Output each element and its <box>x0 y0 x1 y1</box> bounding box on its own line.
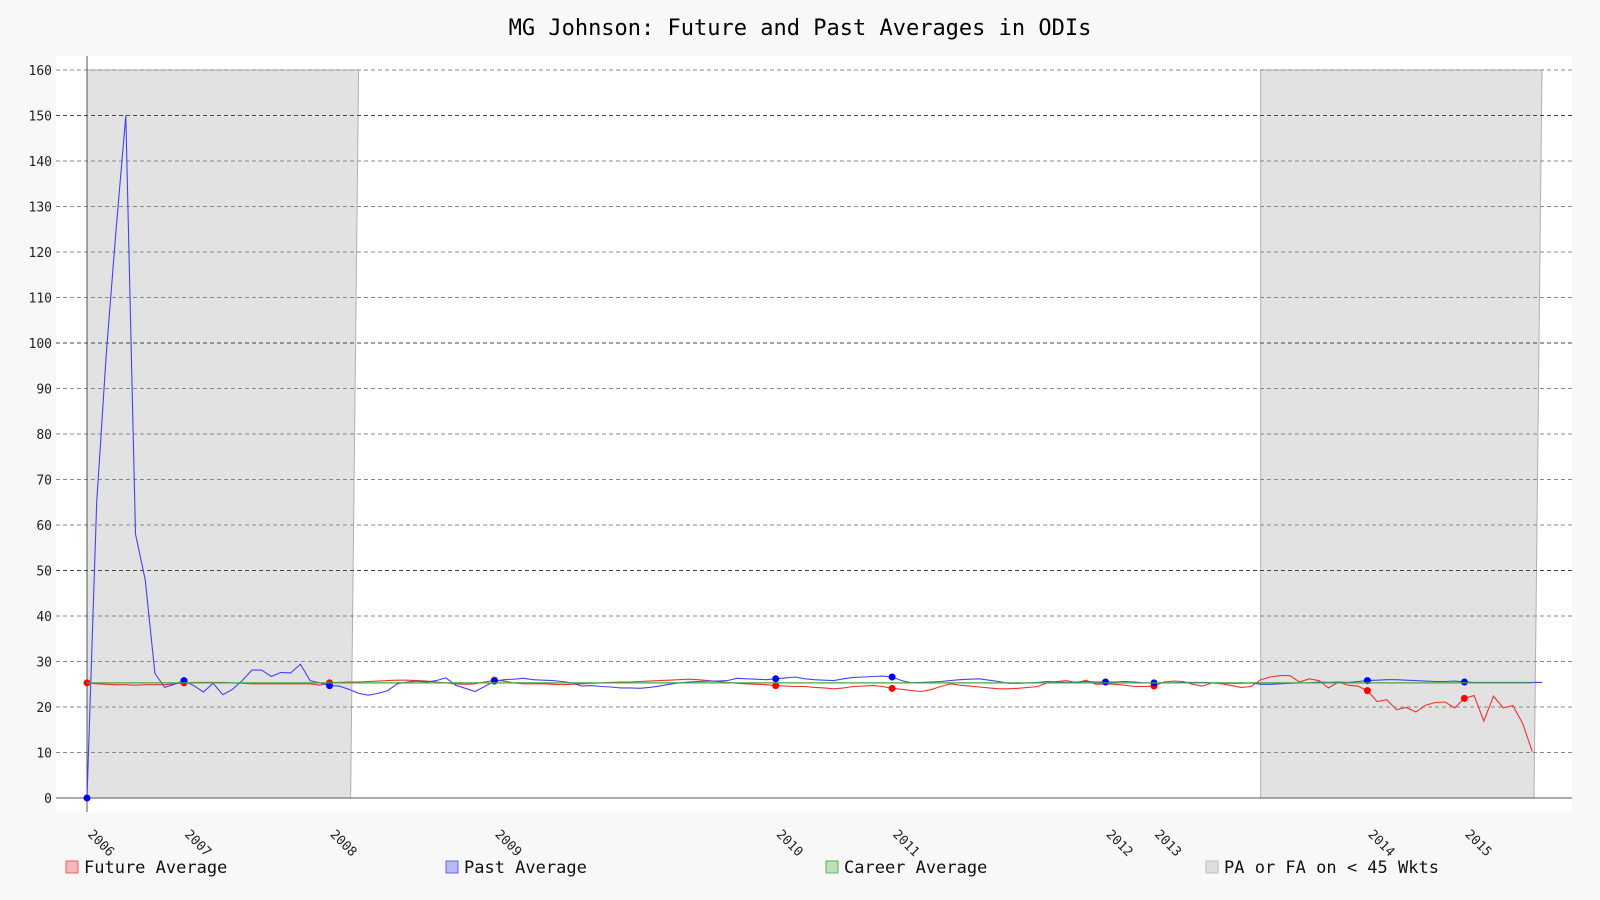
x-tick-label: 2009 <box>492 827 525 860</box>
x-tick-label: 2010 <box>773 827 806 860</box>
x-tick-label: 2013 <box>1151 827 1184 860</box>
y-tick-label: 90 <box>36 383 52 398</box>
data-point-past-average <box>83 794 91 802</box>
x-tick-label: 2011 <box>889 827 922 860</box>
data-point-future-average <box>888 684 896 692</box>
legend-swatch <box>445 860 459 874</box>
data-point-past-average <box>1460 678 1468 686</box>
legend: Future Average Past Average Career Average… <box>65 858 1439 878</box>
data-point-future-average <box>1363 687 1371 695</box>
data-point-past-average <box>326 682 333 690</box>
legend-label: Career Average <box>844 858 987 878</box>
plot-area: 0 10 20 30 40 50 60 70 80 90 100 110 120 130 140 150 160… <box>29 56 1572 860</box>
y-tick-label: 20 <box>36 701 52 716</box>
x-tick-label: 2006 <box>84 827 117 860</box>
y-tick-label: 110 <box>29 292 52 307</box>
y-tick-label: 140 <box>29 155 52 170</box>
y-tick-label: 60 <box>36 519 52 534</box>
data-point-past-average <box>772 675 780 683</box>
y-tick-label: 30 <box>36 656 52 671</box>
x-tick-label: 2015 <box>1462 827 1495 860</box>
y-tick-label: 160 <box>29 64 52 79</box>
y-tick-label: 130 <box>29 201 52 216</box>
legend-swatch <box>1205 860 1219 874</box>
data-point-past-average <box>490 677 498 685</box>
x-tick-label: 2008 <box>327 827 360 860</box>
y-tick-label: 40 <box>36 610 52 625</box>
y-tick-label: 100 <box>29 337 52 352</box>
y-tick-label: 120 <box>29 246 52 261</box>
y-tick-label: 50 <box>36 565 52 580</box>
x-tick-label: 2007 <box>181 827 214 860</box>
legend-label: Past Average <box>464 858 587 878</box>
legend-label: Future Average <box>84 858 227 878</box>
chart-title: MG Johnson: Future and Past Averages in … <box>509 16 1092 41</box>
y-tick-label: 80 <box>36 428 52 443</box>
y-tick-label: 70 <box>36 474 52 489</box>
data-point-past-average <box>1102 678 1109 686</box>
data-point-past-average <box>888 673 896 681</box>
legend-swatch <box>825 860 839 874</box>
legend-label: PA or FA on < 45 Wkts <box>1224 858 1439 878</box>
y-tick-label: 0 <box>44 792 52 807</box>
y-tick-label: 150 <box>29 110 52 125</box>
x-tick-label: 2014 <box>1365 827 1398 860</box>
y-tick-label: 10 <box>36 747 52 762</box>
legend-swatch <box>65 860 79 874</box>
data-point-future-average <box>772 682 780 690</box>
data-point-future-average <box>1460 694 1468 702</box>
x-tick-label: 2012 <box>1103 827 1136 860</box>
